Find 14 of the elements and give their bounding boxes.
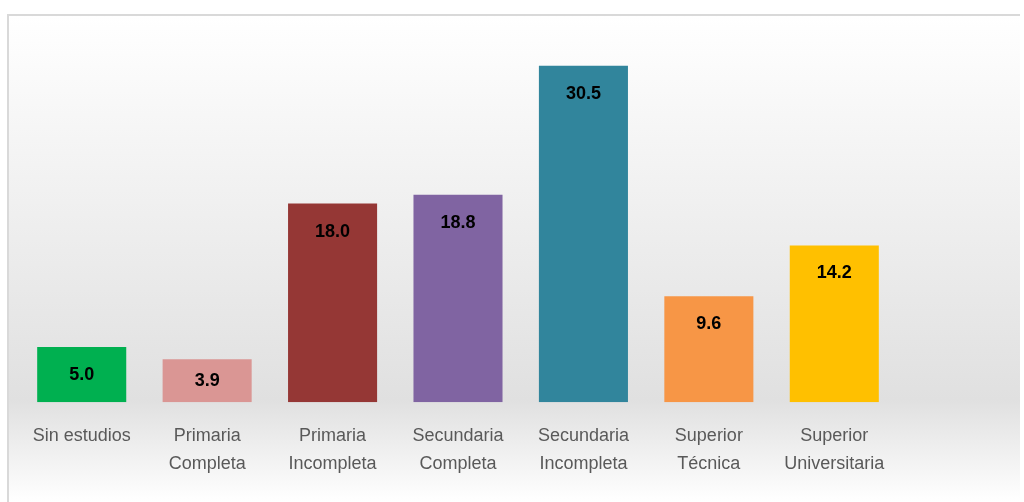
x-tick-label: Secundaria Completa [412, 425, 505, 474]
data-label: 14.2 [816, 262, 852, 283]
data-label: 30.5 [565, 82, 601, 103]
x-tick-label: Primaria Incompleta [288, 425, 378, 474]
x-tick-label: Superior Universitaria [784, 425, 886, 474]
data-label: 5.0 [69, 363, 95, 384]
x-tick-label: Superior Técnica [674, 425, 743, 474]
x-tick-label: Sin estudios [32, 425, 131, 446]
data-label: 9.6 [696, 313, 722, 334]
data-label: 3.9 [194, 369, 220, 390]
data-label: 18.8 [440, 211, 476, 232]
data-label: 18.0 [315, 220, 351, 241]
x-tick-label: Primaria Completa [168, 425, 247, 474]
x-tick-label: Secundaria Incompleta [537, 425, 630, 474]
